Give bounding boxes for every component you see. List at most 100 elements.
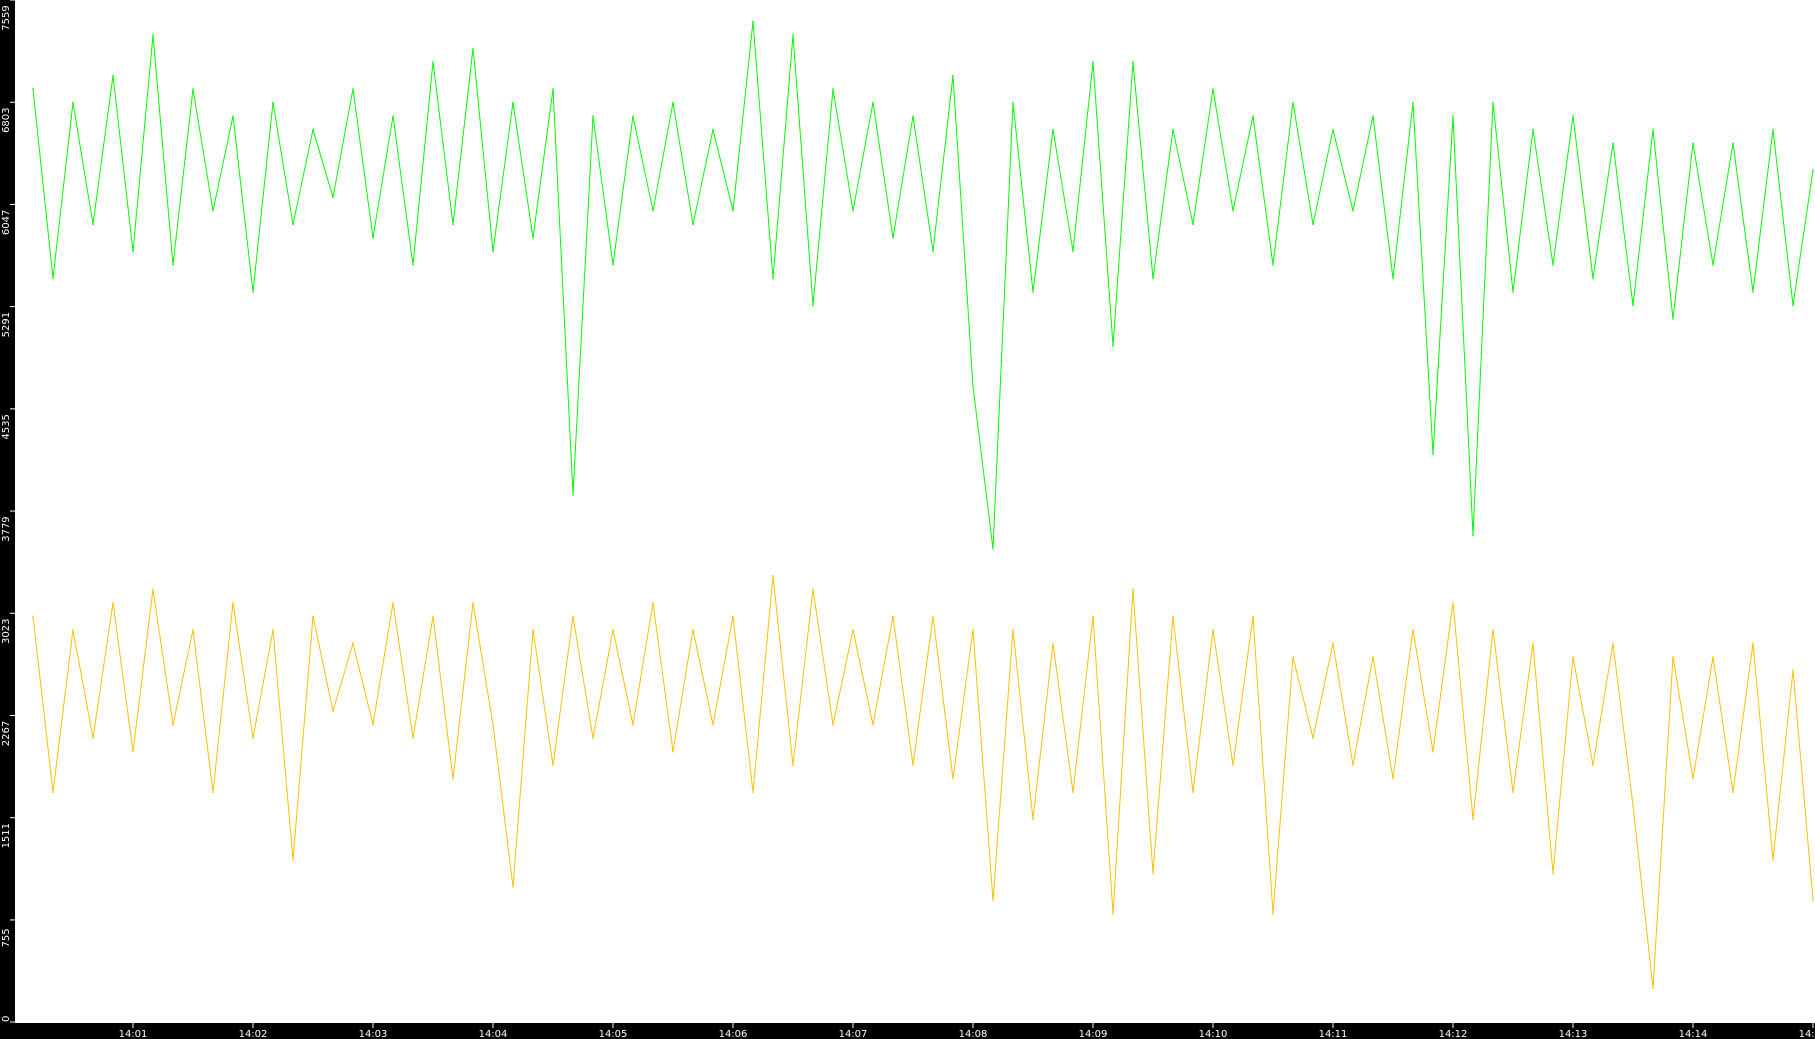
- data-point: [1732, 791, 1734, 793]
- x-tick-label: 14:12: [1439, 1029, 1468, 1039]
- data-point: [272, 101, 274, 104]
- y-axis: 0 755 1511 2267 3023 3779 4535 5291 6047 6803 7559: [1, 0, 15, 1023]
- data-point: [132, 750, 134, 753]
- data-point: [152, 34, 154, 36]
- x-axis: 14:01 14:02 14:03 14:04 14:05 14:06 14:07 14:08…: [119, 1023, 1815, 1039]
- data-point: [772, 277, 774, 280]
- data-point: [1032, 818, 1034, 820]
- y-tick-label: 4535: [1, 414, 12, 439]
- x-tick-label: 14:11: [1319, 1029, 1348, 1039]
- data-point: [1292, 101, 1294, 104]
- data-point: [732, 615, 734, 618]
- data-point: [1252, 115, 1254, 117]
- data-point: [832, 88, 834, 90]
- data-point: [32, 88, 34, 90]
- data-point: [1112, 913, 1114, 915]
- y-tick-label: 6803: [1, 107, 12, 132]
- x-tick-label: 14:13: [1559, 1029, 1588, 1039]
- data-point: [312, 128, 314, 131]
- data-point: [1632, 804, 1634, 807]
- series-layer: [32, 20, 1814, 989]
- data-point: [352, 642, 354, 645]
- data-point: [1712, 656, 1714, 658]
- data-point: [612, 629, 614, 631]
- data-point: [1192, 223, 1194, 226]
- x-tick-label: 14:14: [1679, 1029, 1708, 1039]
- data-point: [1092, 61, 1094, 63]
- y-tick-label: 6047: [1, 210, 12, 235]
- data-point: [1492, 101, 1494, 104]
- data-point: [992, 547, 994, 550]
- x-tick-label: 14:10: [1199, 1029, 1228, 1039]
- data-point: [652, 209, 654, 212]
- data-point: [1472, 818, 1474, 820]
- y-tick-label: 1511: [1, 823, 12, 848]
- data-point: [992, 899, 994, 902]
- data-point: [812, 304, 814, 307]
- data-point: [1572, 115, 1574, 117]
- data-point: [1152, 277, 1154, 280]
- data-point: [1132, 61, 1134, 63]
- data-point: [1792, 669, 1794, 672]
- data-point: [192, 88, 194, 90]
- data-point: [892, 615, 894, 618]
- data-point: [312, 615, 314, 618]
- data-point: [212, 209, 214, 212]
- data-point: [752, 791, 754, 793]
- data-point: [512, 885, 514, 888]
- data-point: [672, 750, 674, 753]
- data-point: [712, 723, 714, 726]
- data-point: [1612, 642, 1614, 645]
- plot-area: [15, 0, 1815, 1023]
- data-point: [1552, 872, 1554, 875]
- data-point: [1312, 223, 1314, 226]
- data-point: [1352, 764, 1354, 766]
- data-point: [272, 629, 274, 631]
- data-point: [112, 74, 114, 77]
- data-point: [792, 34, 794, 36]
- data-point: [412, 737, 414, 739]
- data-point: [1172, 615, 1174, 618]
- data-point: [1692, 777, 1694, 780]
- data-point: [1432, 453, 1434, 455]
- data-point: [1812, 169, 1814, 172]
- data-point: [792, 764, 794, 766]
- data-point: [652, 602, 654, 604]
- data-point: [52, 277, 54, 280]
- data-point: [1812, 899, 1814, 902]
- data-point: [1572, 656, 1574, 658]
- data-point: [752, 20, 754, 23]
- data-point: [572, 493, 574, 496]
- data-point: [212, 791, 214, 793]
- data-point: [1292, 656, 1294, 658]
- data-point: [1332, 128, 1334, 131]
- data-point: [1732, 142, 1734, 144]
- data-point: [472, 47, 474, 50]
- data-point: [232, 602, 234, 604]
- x-tick-label: 14:02: [239, 1029, 268, 1039]
- data-point: [732, 209, 734, 212]
- data-point: [1032, 291, 1034, 293]
- data-point: [412, 264, 414, 266]
- y-axis-strip: [0, 0, 15, 1039]
- data-point: [512, 101, 514, 104]
- x-tick-label: 14:09: [1079, 1029, 1108, 1039]
- data-point: [1392, 277, 1394, 280]
- data-point: [1472, 534, 1474, 537]
- data-point: [472, 602, 474, 604]
- data-point: [1552, 264, 1554, 266]
- data-point: [1772, 128, 1774, 131]
- data-point: [1132, 588, 1134, 591]
- data-point: [172, 723, 174, 726]
- x-tick-label: 14:07: [839, 1029, 868, 1039]
- x-tick-label: 14:15: [1799, 1029, 1815, 1039]
- y-tick-label: 755: [1, 928, 12, 947]
- data-point: [1512, 291, 1514, 293]
- data-point: [952, 777, 954, 780]
- data-point: [1212, 88, 1214, 90]
- data-point: [1052, 642, 1054, 645]
- x-tick-label: 14:08: [959, 1029, 988, 1039]
- data-point: [52, 791, 54, 793]
- data-point: [1232, 209, 1234, 212]
